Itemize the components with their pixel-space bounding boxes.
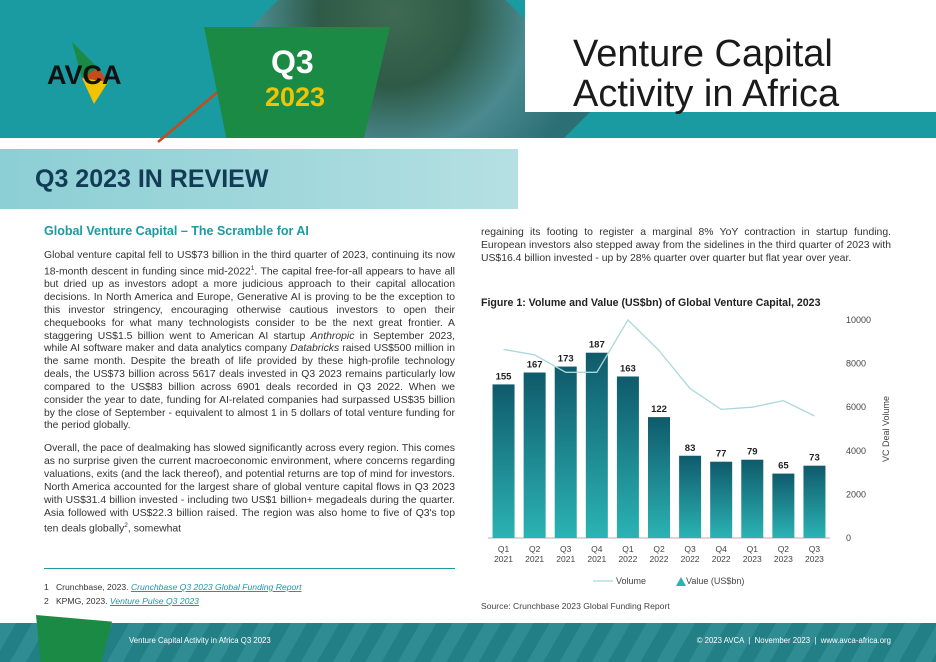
avca-logo-text: AVCA xyxy=(47,60,122,90)
text-run: . The capital free-for-all appears to ha… xyxy=(44,266,455,342)
x-tick-label-quarter: Q1 xyxy=(747,544,759,554)
footnote-1-prefix: 1 Crunchbase, 2023. xyxy=(44,582,131,592)
text-run: in September 2023, while AI software mak… xyxy=(44,330,456,355)
footnote-2-link[interactable]: Venture Pulse Q3 2023 xyxy=(109,596,199,606)
x-tick-label-year: 2021 xyxy=(525,554,544,564)
x-tick-label-quarter: Q1 xyxy=(498,544,510,554)
bar-data-label: 65 xyxy=(778,461,789,472)
legend-volume-label: Volume xyxy=(616,576,646,586)
bar-data-label: 77 xyxy=(716,449,727,460)
x-tick-label-year: 2023 xyxy=(743,554,762,564)
bar-q1-2021 xyxy=(492,384,515,538)
volume-line xyxy=(503,318,815,417)
article-left-column: Global Venture Capital – The Scramble fo… xyxy=(44,224,455,547)
bar-q4-2022 xyxy=(710,461,733,538)
text-run: raised US$500 million in the same month.… xyxy=(44,343,455,432)
footer-green-accent xyxy=(36,615,112,662)
text-run: Global venture capital fell to US$73 bil… xyxy=(44,250,455,278)
footer-copyright: © 2023 AVCA | November 2023 | www.avca-a… xyxy=(696,636,891,645)
bar-q1-2022 xyxy=(616,376,639,538)
x-tick-label-quarter: Q3 xyxy=(809,544,821,554)
y-right-tick-label: 10000 xyxy=(846,315,871,325)
header-banner xyxy=(0,0,936,138)
x-tick-label-quarter: Q2 xyxy=(653,544,665,554)
footnote-divider xyxy=(44,568,455,569)
bar-data-label: 122 xyxy=(651,404,667,415)
x-tick-label-year: 2022 xyxy=(712,554,731,564)
bar-data-label: 83 xyxy=(685,443,696,454)
header-title-panel xyxy=(525,0,936,112)
article-paragraph-continued: regaining its footing to register a marg… xyxy=(481,227,891,264)
bar-data-label: 167 xyxy=(527,360,543,371)
y-right-axis-title: VC Deal Volume xyxy=(881,396,891,462)
x-tick-label-year: 2023 xyxy=(774,554,793,564)
article-paragraph-1: Global venture capital fell to US$73 bil… xyxy=(44,250,455,433)
bar-data-label: 173 xyxy=(558,354,574,365)
section-banner xyxy=(0,149,518,209)
footnote-ref: 2 xyxy=(124,522,128,530)
footnote-2: 2 KPMG, 2023. Venture Pulse Q3 2023 xyxy=(44,596,199,606)
x-tick-label-quarter: Q1 xyxy=(622,544,634,554)
bar-q1-2023 xyxy=(741,459,764,538)
bar-data-label: 163 xyxy=(620,363,636,374)
text-run: Overall, the pace of dealmaking has slow… xyxy=(44,443,455,535)
x-tick-label-year: 2021 xyxy=(556,554,575,564)
x-tick-label-year: 2021 xyxy=(494,554,513,564)
footer-texture xyxy=(0,623,936,662)
legend-value-label: Value (US$bn) xyxy=(686,576,744,586)
bar-q2-2022 xyxy=(648,417,670,538)
x-tick-label-year: 2022 xyxy=(681,554,700,564)
bar-q3-2022 xyxy=(679,455,702,538)
x-tick-label-quarter: Q3 xyxy=(560,544,572,554)
bar-q4-2021 xyxy=(585,352,608,538)
footnote-1: 1 Crunchbase, 2023. Crunchbase Q3 2023 G… xyxy=(44,582,302,592)
x-tick-label-quarter: Q2 xyxy=(778,544,790,554)
footer-report-title: Venture Capital Activity in Africa Q3 20… xyxy=(129,636,271,645)
x-tick-label-quarter: Q4 xyxy=(591,544,603,554)
footnote-ref: 1 xyxy=(250,264,255,272)
avca-logo-icon xyxy=(72,42,124,104)
bar-data-label: 155 xyxy=(496,371,513,382)
volume-value-chart: 155Q12021167Q22021173Q32021187Q42021163Q… xyxy=(488,315,891,586)
x-tick-label-year: 2022 xyxy=(618,554,637,564)
text-run: , somewhat xyxy=(127,523,182,535)
footnote-1-link[interactable]: Crunchbase Q3 2023 Global Funding Report xyxy=(130,582,302,592)
y-right-tick-label: 0 xyxy=(846,533,851,543)
bar-data-label: 187 xyxy=(589,340,605,351)
x-tick-label-quarter: Q3 xyxy=(684,544,696,554)
section-title: Q3 2023 IN REVIEW xyxy=(35,165,269,193)
text-run: Anthropic xyxy=(310,330,355,342)
y-right-tick-label: 6000 xyxy=(846,402,866,412)
y-right-tick-label: 8000 xyxy=(846,359,866,369)
figure-source: Source: Crunchbase 2023 Global Funding R… xyxy=(481,601,670,611)
y-right-tick-label: 2000 xyxy=(846,489,866,499)
bar-q2-2021 xyxy=(523,372,546,538)
x-tick-label-quarter: Q4 xyxy=(716,544,728,554)
bar-q3-2023 xyxy=(803,465,826,538)
footnote-2-prefix: 2 KPMG, 2023. xyxy=(44,596,110,606)
footer-bar xyxy=(0,623,936,662)
legend-value-swatch xyxy=(676,577,686,586)
article-heading: Global Venture Capital – The Scramble fo… xyxy=(44,224,309,238)
y-right-tick-label: 4000 xyxy=(846,446,866,456)
x-tick-label-year: 2022 xyxy=(650,554,669,564)
bar-q3-2021 xyxy=(554,366,577,538)
page-title: Venture Capital Activity in Africa xyxy=(573,33,840,115)
bar-data-label: 79 xyxy=(747,447,758,458)
x-tick-label-year: 2021 xyxy=(587,554,606,564)
quarter-badge xyxy=(204,27,390,138)
article-paragraph-2: Overall, the pace of dealmaking has slow… xyxy=(44,443,455,536)
figure-title: Figure 1: Volume and Value (US$bn) of Gl… xyxy=(481,297,821,309)
quarter-year: 2023 xyxy=(265,82,326,112)
bar-q2-2023 xyxy=(772,473,795,538)
x-tick-label-year: 2023 xyxy=(805,554,824,564)
quarter-label: Q3 xyxy=(271,44,314,80)
bar-data-label: 73 xyxy=(809,453,820,464)
text-run: Databricks xyxy=(290,343,340,355)
x-tick-label-quarter: Q2 xyxy=(529,544,541,554)
